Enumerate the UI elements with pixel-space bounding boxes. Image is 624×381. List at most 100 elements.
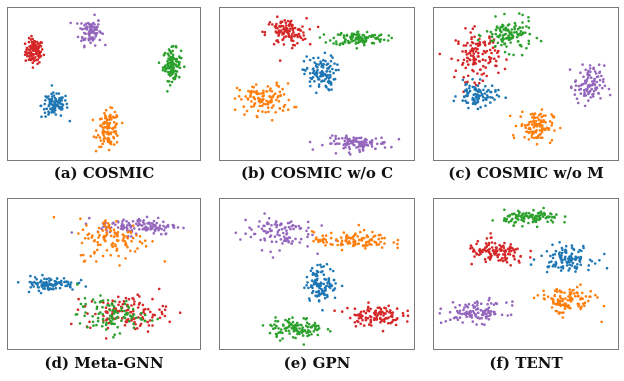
red-point [136,293,139,296]
red-point [438,52,442,56]
green-point [101,317,105,321]
blue-point [47,97,51,101]
green-point [324,41,328,44]
orange-point [243,113,246,116]
blue-point [326,281,329,284]
red-point [39,40,43,44]
green-point [498,33,502,37]
blue-point [303,286,306,290]
red-point [388,310,391,314]
red-point [28,57,32,61]
green-point [505,45,508,48]
green-point [301,326,304,329]
orange-point [126,230,130,234]
green-point [542,206,545,210]
purple-point [149,227,152,231]
red-point [479,68,482,71]
green-point [520,53,524,57]
blue-point [559,269,563,272]
red-point [481,250,484,254]
green-point [306,331,310,334]
green-point [95,305,99,309]
red-cluster [23,34,46,69]
blue-point [55,92,58,95]
red-point [474,42,478,46]
purple-point [234,231,238,235]
orange-point [136,247,139,250]
blue-point [58,280,62,284]
green-point [509,41,512,44]
green-point [174,72,178,76]
green-point [177,62,181,65]
blue-cluster [529,241,609,274]
red-point [481,58,485,61]
red-point [32,44,36,48]
orange-point [366,240,369,244]
orange-point [115,141,119,144]
green-point [111,318,115,321]
orange-point [548,120,552,123]
green-point [358,40,362,43]
green-point [539,39,543,43]
red-point [369,307,372,311]
orange-point [536,116,539,119]
orange-point [366,235,370,239]
orange-point [523,124,527,127]
purple-point [91,30,94,33]
blue-point [467,106,470,110]
purple-point [480,316,483,320]
red-point [356,319,359,323]
red-point [30,34,33,38]
red-point [509,243,513,246]
orange-point [375,243,379,246]
blue-point [57,92,61,95]
purple-point [93,28,96,32]
purple-point [511,300,514,303]
blue-point [482,99,485,102]
purple-point [298,227,302,230]
orange-point [520,122,524,126]
purple-point [76,35,80,39]
green-point [350,32,354,35]
red-point [105,310,109,313]
blue-point [39,291,43,295]
purple-point [601,80,605,84]
green-point [351,39,354,43]
green-point [279,328,283,331]
red-point [509,249,513,253]
purple-point [463,312,467,315]
red-point [406,320,409,323]
red-point [462,76,465,79]
purple-point [92,31,96,35]
green-point [363,40,366,44]
red-point [132,302,136,306]
caption-c: (c) COSMIC w/o M [448,164,604,182]
orange-point [277,85,281,88]
orange-point [546,295,550,298]
green-point [353,39,356,42]
orange-point [568,288,571,291]
red-cluster [70,287,182,340]
red-point [485,74,488,78]
orange-point [550,306,554,309]
purple-point [265,231,268,235]
red-point [263,30,267,34]
green-point [371,41,374,45]
red-point [491,46,495,49]
orange-point [112,228,116,231]
green-point [332,42,335,45]
green-point [357,35,361,38]
purple-point [449,318,452,321]
red-point [138,295,141,298]
purple-point [494,301,498,305]
purple-point [461,321,464,324]
orange-point [270,100,273,103]
green-point [174,63,178,66]
red-point [308,28,312,31]
green-point [513,25,516,29]
orange-point [269,95,272,98]
red-point [28,51,31,54]
purple-point [145,215,149,219]
purple-point [171,223,174,227]
green-point [135,316,138,320]
